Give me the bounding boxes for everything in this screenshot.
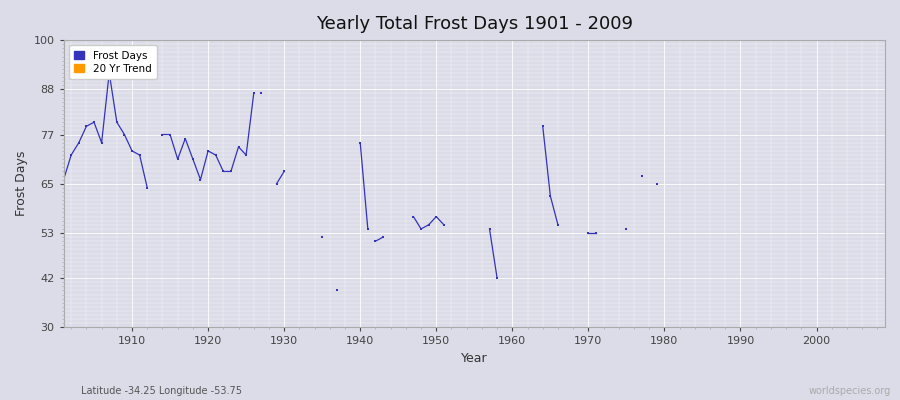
Y-axis label: Frost Days: Frost Days [15, 151, 28, 216]
Title: Yearly Total Frost Days 1901 - 2009: Yearly Total Frost Days 1901 - 2009 [316, 15, 633, 33]
X-axis label: Year: Year [461, 352, 488, 365]
Text: Latitude -34.25 Longitude -53.75: Latitude -34.25 Longitude -53.75 [81, 386, 242, 396]
Legend: Frost Days, 20 Yr Trend: Frost Days, 20 Yr Trend [68, 45, 157, 79]
Text: worldspecies.org: worldspecies.org [809, 386, 891, 396]
